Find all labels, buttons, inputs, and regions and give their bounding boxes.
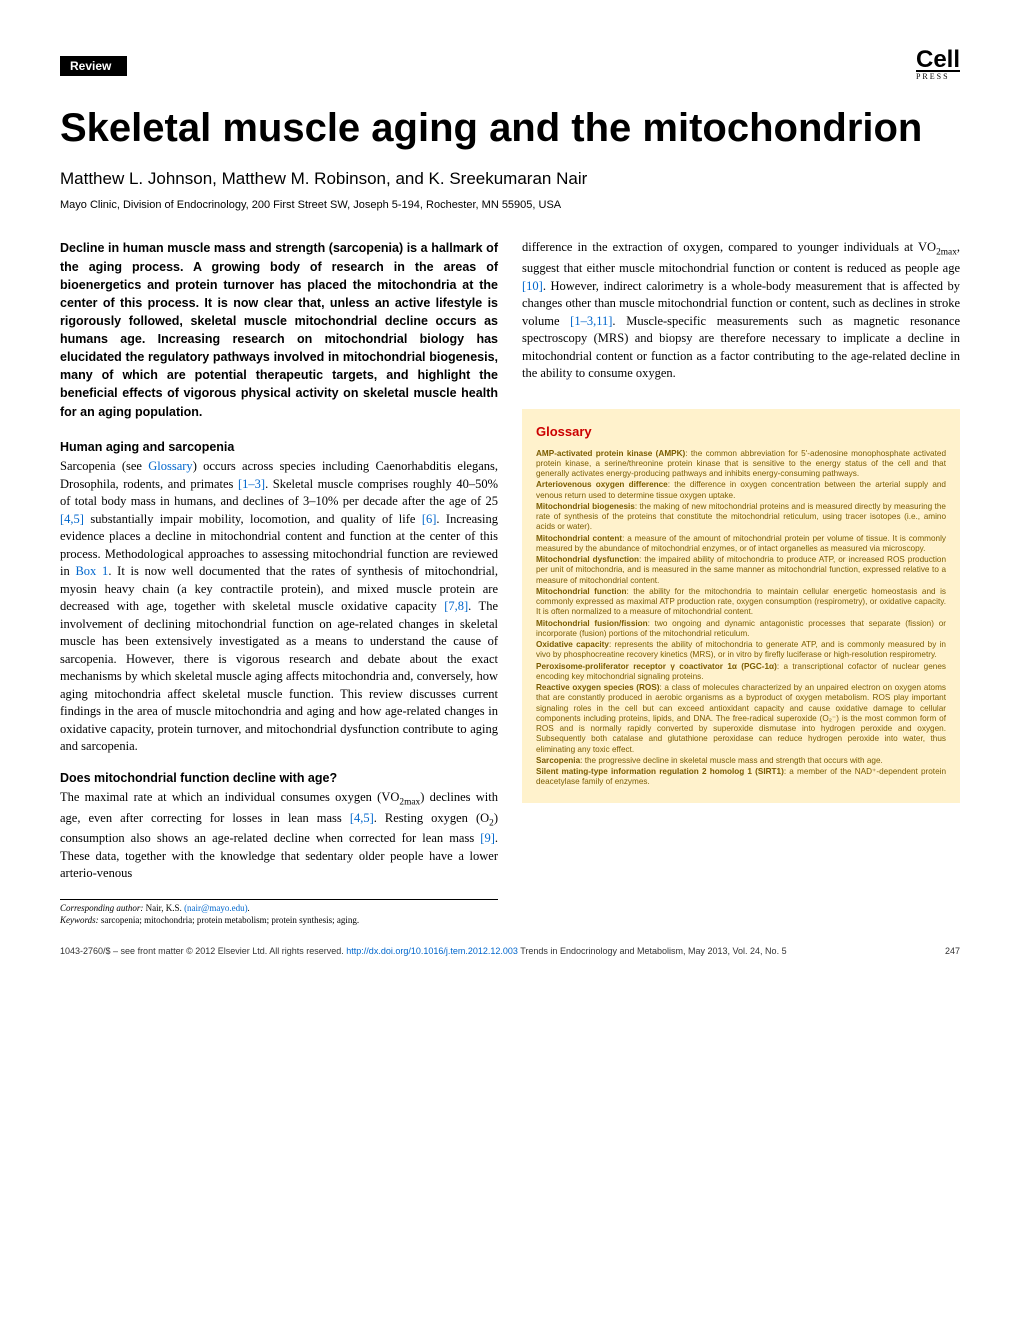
glossary-term: Silent mating-type information regulatio… (536, 767, 784, 776)
article-title: Skeletal muscle aging and the mitochondr… (60, 105, 960, 151)
journal-info: Trends in Endocrinology and Metabolism, … (518, 946, 787, 956)
glossary-item: Peroxisome-proliferator receptor γ coact… (536, 662, 946, 683)
page-number: 247 (945, 946, 960, 956)
columns: Decline in human muscle mass and strengt… (60, 239, 960, 926)
logo-text: Cell (916, 50, 960, 72)
glossary-item: Oxidative capacity: represents the abili… (536, 640, 946, 661)
glossary-item: Mitochondrial content: a measure of the … (536, 534, 946, 555)
review-badge: Review (60, 56, 127, 76)
affiliation: Mayo Clinic, Division of Endocrinology, … (60, 199, 960, 211)
text: difference in the extraction of oxygen, … (522, 240, 936, 254)
authors: Matthew L. Johnson, Matthew M. Robinson,… (60, 169, 960, 189)
glossary-term: Mitochondrial content (536, 534, 622, 543)
glossary-term: Oxidative capacity (536, 640, 609, 649)
glossary-item: Mitochondrial biogenesis: the making of … (536, 502, 946, 533)
glossary-term: Sarcopenia (536, 756, 580, 765)
text: substantially impair mobility, locomotio… (84, 512, 422, 526)
ref-link[interactable]: [6] (422, 512, 437, 526)
right-column: difference in the extraction of oxygen, … (522, 239, 960, 926)
glossary-item: Mitochondrial function: the ability for … (536, 587, 946, 618)
ref-link[interactable]: [9] (480, 831, 495, 845)
glossary-item: Arteriovenous oxygen difference: the dif… (536, 480, 946, 501)
glossary-items: AMP-activated protein kinase (AMPK) : the… (536, 449, 946, 788)
section-heading-1: Human aging and sarcopenia (60, 439, 498, 457)
glossary-item: Mitochondrial fusion/fission: two ongoin… (536, 619, 946, 640)
text: The maximal rate at which an individual … (60, 790, 399, 804)
copyright: 1043-2760/$ – see front matter © 2012 El… (60, 946, 346, 956)
ref-link[interactable]: [1–3,11] (570, 314, 612, 328)
box-link[interactable]: Box 1 (75, 564, 108, 578)
ref-link[interactable]: [1–3] (238, 477, 265, 491)
glossary-item: AMP-activated protein kinase (AMPK): the… (536, 449, 946, 480)
section-2-para: The maximal rate at which an individual … (60, 789, 498, 883)
glossary-item: Reactive oxygen species (ROS): a class o… (536, 683, 946, 755)
keywords: sarcopenia; mitochondria; protein metabo… (101, 915, 359, 925)
subscript: 2max (399, 798, 420, 808)
glossary-term: Mitochondrial dysfunction (536, 555, 639, 564)
section-1-para: Sarcopenia (see Glossary) occurs across … (60, 458, 498, 756)
glossary-definition: : the progressive decline in skeletal mu… (580, 756, 883, 765)
glossary-term: Arteriovenous oxygen difference (536, 480, 668, 489)
ref-link[interactable]: [10] (522, 279, 543, 293)
glossary-item: Silent mating-type information regulatio… (536, 767, 946, 788)
text: . The involvement of declining mitochond… (60, 599, 498, 753)
glossary-title: Glossary (536, 423, 946, 441)
corr-email-link[interactable]: (nair@mayo.edu) (184, 903, 248, 913)
footnote-block: Corresponding author: Nair, K.S. (nair@m… (60, 899, 498, 926)
text: Sarcopenia (see (60, 459, 148, 473)
glossary-box: Glossary AMP-activated protein kinase (A… (522, 409, 960, 803)
glossary-term: Reactive oxygen species (ROS) (536, 683, 660, 692)
corr-label: Corresponding author: (60, 903, 146, 913)
glossary-link[interactable]: Glossary (148, 459, 192, 473)
ref-link[interactable]: [7,8] (444, 599, 468, 613)
left-column: Decline in human muscle mass and strengt… (60, 239, 498, 926)
glossary-term: Mitochondrial biogenesis (536, 502, 635, 511)
glossary-term: Peroxisome-proliferator receptor γ coact… (536, 662, 777, 671)
glossary-term: Mitochondrial fusion/fission (536, 619, 648, 628)
abstract: Decline in human muscle mass and strengt… (60, 239, 498, 420)
glossary-definition: : a class of molecules characterized by … (536, 683, 946, 754)
keywords-label: Keywords: (60, 915, 101, 925)
text: . It is now well documented that the rat… (60, 564, 498, 613)
logo-subtext: PRESS (916, 72, 960, 81)
keywords-line: Keywords: sarcopenia; mitochondria; prot… (60, 915, 498, 927)
glossary-item: Mitochondrial dysfunction: the impaired … (536, 555, 946, 586)
col2-para: difference in the extraction of oxygen, … (522, 239, 960, 382)
glossary-term: AMP-activated protein kinase (AMPK) (536, 449, 685, 458)
header-bar: Review Cell PRESS (60, 50, 960, 81)
doi-link[interactable]: http://dx.doi.org/10.1016/j.tem.2012.12.… (346, 946, 518, 956)
page-footer: 1043-2760/$ – see front matter © 2012 El… (60, 946, 960, 956)
ref-link[interactable]: [4,5] (60, 512, 84, 526)
section-heading-2: Does mitochondrial function decline with… (60, 770, 498, 788)
glossary-term: Mitochondrial function (536, 587, 626, 596)
footer-left: 1043-2760/$ – see front matter © 2012 El… (60, 946, 787, 956)
journal-logo: Cell PRESS (916, 50, 960, 81)
glossary-item: Sarcopenia: the progressive decline in s… (536, 756, 946, 766)
corresponding-author: Corresponding author: Nair, K.S. (nair@m… (60, 903, 498, 915)
text: . Resting oxygen (O (374, 811, 489, 825)
subscript: 2max (936, 248, 957, 258)
ref-link[interactable]: [4,5] (350, 811, 374, 825)
corr-name: Nair, K.S. (146, 903, 184, 913)
